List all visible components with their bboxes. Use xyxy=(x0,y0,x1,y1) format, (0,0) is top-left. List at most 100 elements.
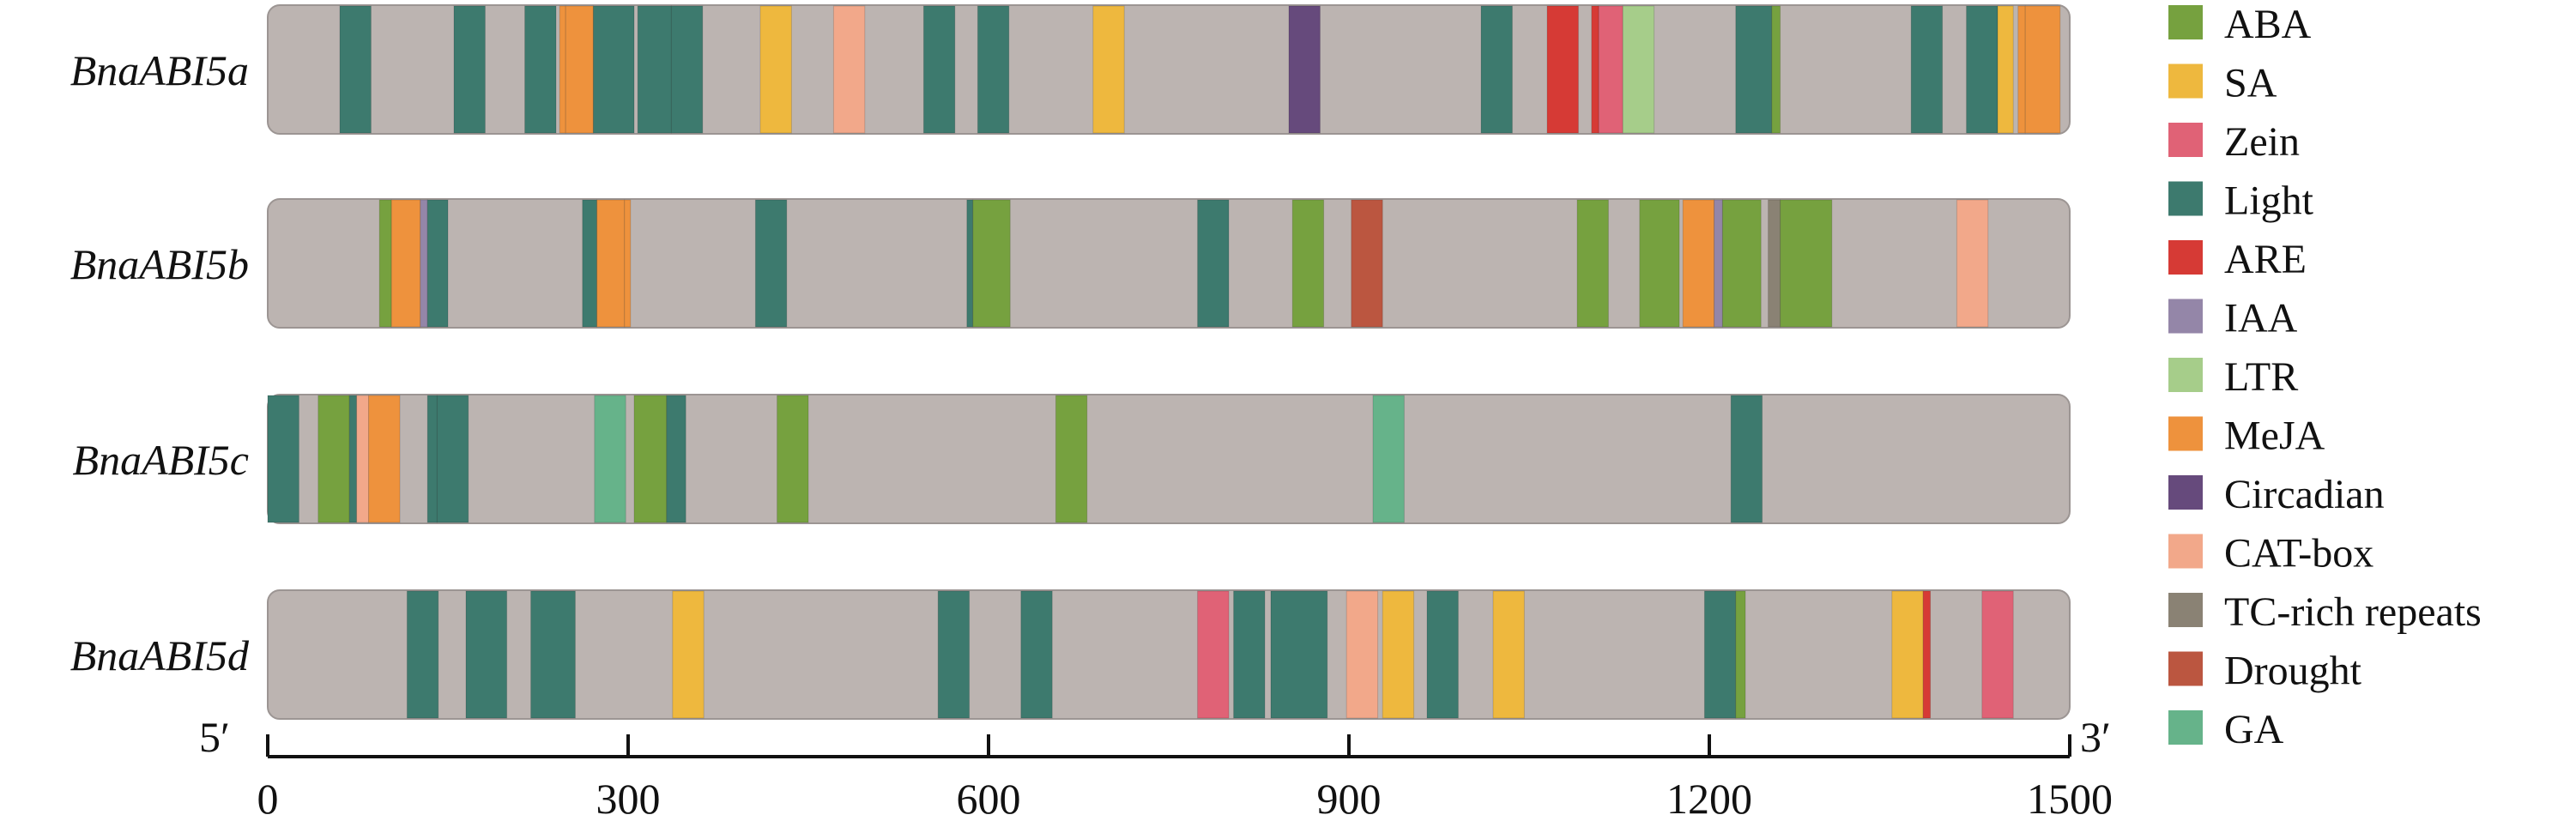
element-are xyxy=(1546,5,1579,134)
element-zein xyxy=(1981,590,2014,719)
element-light xyxy=(1910,5,1944,134)
element-cat-box xyxy=(356,395,370,523)
element-light xyxy=(1966,5,1999,134)
three-prime-label: 3′ xyxy=(2080,713,2111,761)
element-zein xyxy=(1197,590,1230,719)
gene-label: BnaABI5c xyxy=(73,436,249,484)
element-meja xyxy=(2017,5,2026,134)
element-light xyxy=(436,395,469,523)
element-sa xyxy=(1092,5,1125,134)
element-sa xyxy=(1891,590,1924,719)
gene-bar xyxy=(267,198,2071,329)
tick-label: 300 xyxy=(596,775,661,823)
legend-label: CAT-box xyxy=(2224,531,2373,576)
element-ga xyxy=(594,395,626,523)
element-zein xyxy=(1598,5,1624,134)
legend-label: Light xyxy=(2224,178,2314,224)
tick-label: 600 xyxy=(957,775,1021,823)
legend-label: MeJA xyxy=(2224,414,2325,459)
element-light xyxy=(937,590,971,719)
legend-swatch xyxy=(2168,651,2203,686)
element-drought xyxy=(1351,199,1383,328)
element-light xyxy=(754,199,788,328)
legend-swatch xyxy=(2168,123,2203,157)
element-sa xyxy=(1997,5,2014,134)
element-light xyxy=(267,395,299,523)
gene-bar xyxy=(267,394,2071,524)
element-light xyxy=(1233,590,1266,719)
legend-swatch xyxy=(2168,416,2203,451)
position-axis: 0 300 600 900 1200 1500 5′ 3′ xyxy=(199,713,2113,823)
element-cat-box xyxy=(832,5,866,134)
element-meja xyxy=(368,395,401,523)
tick-label: 1500 xyxy=(2027,775,2113,823)
gene-label: BnaABI5b xyxy=(70,240,249,288)
element-light xyxy=(1480,5,1513,134)
element-meja xyxy=(596,199,626,328)
axis-ticks: 0 300 600 900 1200 1500 xyxy=(257,734,2113,823)
element-light xyxy=(339,5,372,134)
element-sa xyxy=(1492,590,1525,719)
element-light xyxy=(426,199,449,328)
legend-swatch xyxy=(2168,534,2203,569)
legend: ABA SA Zein Light ARE IAA LTR MeJA Circadian CAT-… xyxy=(2168,2,2482,752)
gene-bar xyxy=(267,589,2071,720)
legend-swatch xyxy=(2168,240,2203,275)
element-aba xyxy=(1639,199,1680,328)
element-meja xyxy=(624,199,632,328)
element-light xyxy=(966,199,974,328)
element-meja xyxy=(2024,5,2061,134)
legend-label: IAA xyxy=(2224,296,2298,341)
element-circadian xyxy=(1288,5,1321,134)
legend-swatch xyxy=(2168,5,2203,39)
gene-track-0: BnaABI5a xyxy=(70,4,2071,135)
gene-label: BnaABI5a xyxy=(70,46,249,94)
legend-swatch xyxy=(2168,475,2203,510)
element-iaa xyxy=(420,199,428,328)
element-aba xyxy=(1771,5,1781,134)
gene-label: BnaABI5d xyxy=(70,631,250,679)
legend-swatch xyxy=(2168,299,2203,334)
element-light xyxy=(1270,590,1328,719)
element-cat-box xyxy=(1345,590,1379,719)
tick-label: 900 xyxy=(1317,775,1382,823)
element-light xyxy=(1197,199,1230,328)
element-light xyxy=(1020,590,1053,719)
tick-label: 0 xyxy=(257,775,279,823)
element-sa xyxy=(1382,590,1415,719)
element-are xyxy=(1922,590,1932,719)
element-light xyxy=(666,395,686,523)
legend-swatch xyxy=(2168,63,2203,99)
legend-label: Zein xyxy=(2224,119,2300,165)
legend-label: TC-rich repeats xyxy=(2224,589,2482,635)
tick-label: 1200 xyxy=(1666,775,1752,823)
element-aba xyxy=(1055,395,1088,523)
element-light xyxy=(670,5,704,134)
element-light xyxy=(465,590,508,719)
element-meja xyxy=(1682,199,1715,328)
element-aba xyxy=(1291,199,1325,328)
legend-swatch xyxy=(2168,181,2203,216)
element-aba xyxy=(317,395,350,523)
element-aba xyxy=(1721,199,1762,328)
gene-track-2: BnaABI5c xyxy=(73,394,2071,524)
element-light xyxy=(592,5,635,134)
legend-swatch xyxy=(2168,710,2203,745)
element-are xyxy=(1591,5,1599,134)
element-aba xyxy=(378,199,392,328)
element-light xyxy=(348,395,358,523)
element-sa xyxy=(672,590,704,719)
gene-track-3: BnaABI5d xyxy=(70,589,2071,720)
element-light xyxy=(582,199,598,328)
five-prime-label: 5′ xyxy=(199,713,230,761)
legend-label: Circadian xyxy=(2224,472,2385,517)
legend-label: GA xyxy=(2224,707,2284,752)
element-meja xyxy=(565,5,594,134)
element-tc-rich-repeats xyxy=(1768,199,1781,328)
element-light xyxy=(1703,590,1737,719)
element-light xyxy=(453,5,486,134)
legend-label: Drought xyxy=(2224,649,2362,694)
element-meja xyxy=(390,199,421,328)
element-aba xyxy=(1780,199,1833,328)
